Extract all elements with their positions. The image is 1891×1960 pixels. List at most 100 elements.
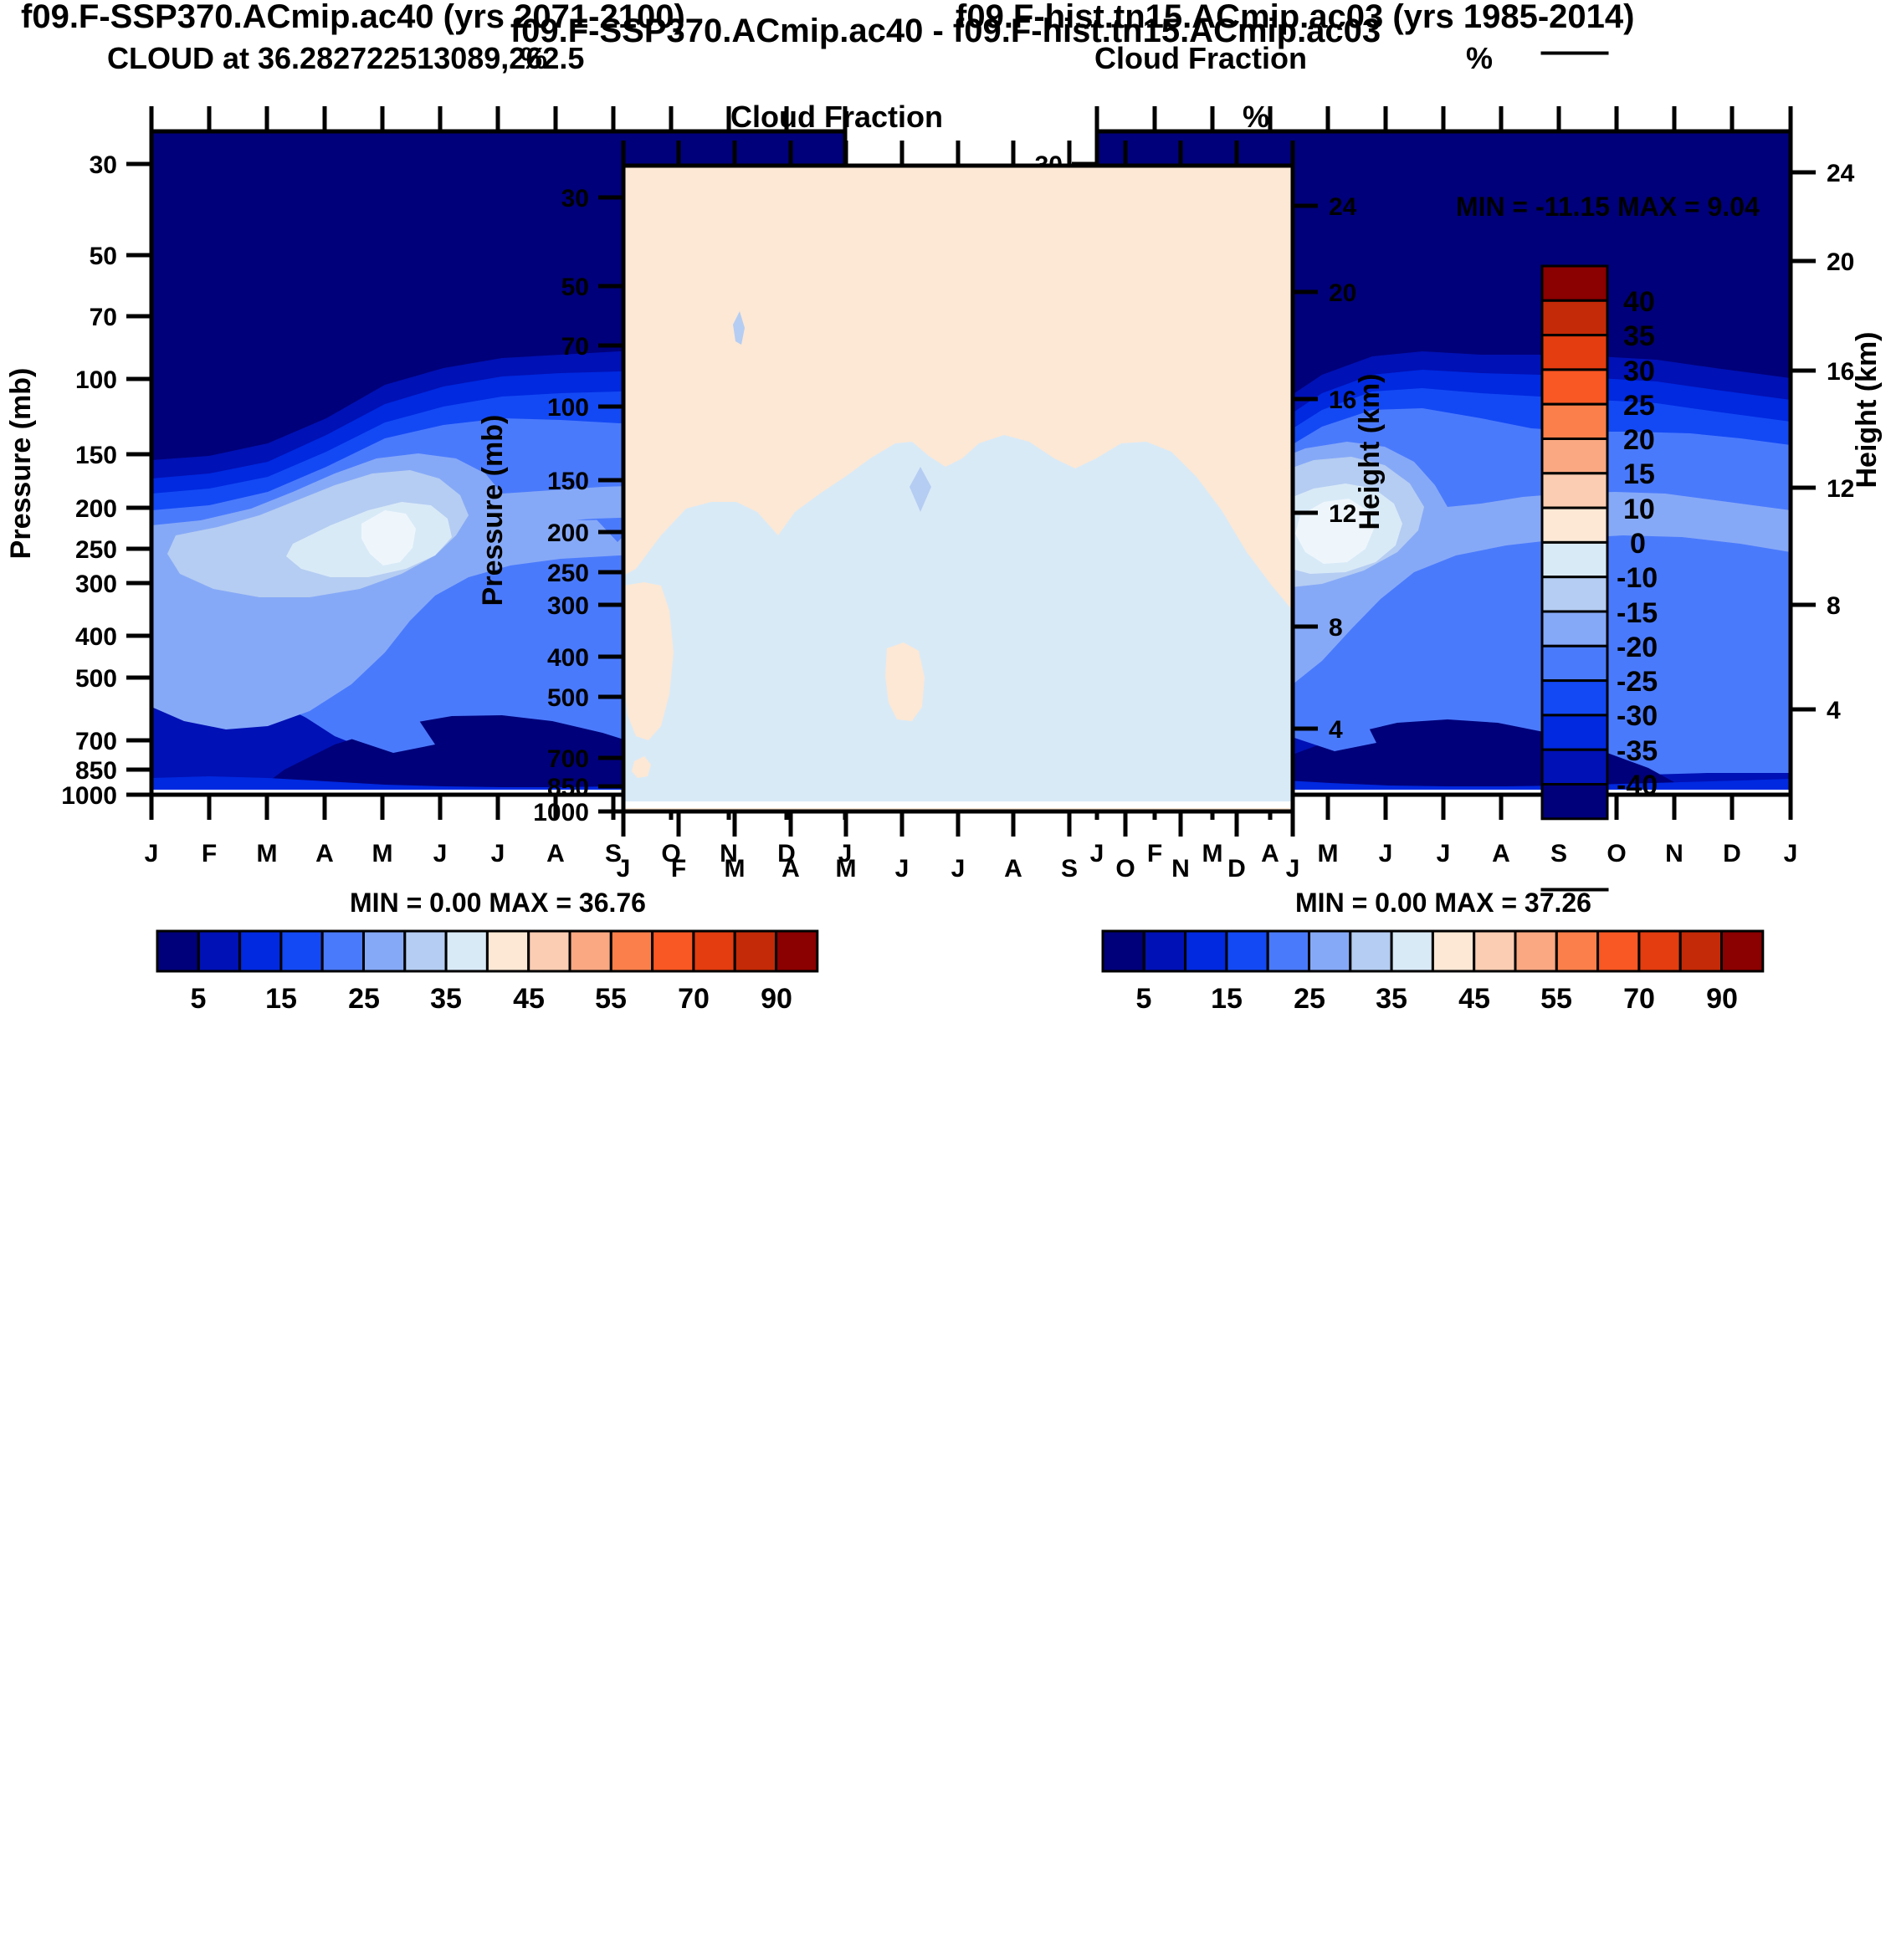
- svg-text:100: 100: [547, 394, 589, 422]
- svg-text:25: 25: [1294, 983, 1325, 1015]
- svg-text:1000: 1000: [533, 799, 589, 826]
- svg-text:F: F: [1147, 840, 1162, 867]
- svg-text:M: M: [257, 840, 278, 867]
- svg-text:300: 300: [547, 592, 589, 620]
- svg-text:A: A: [782, 855, 800, 883]
- diff-y-axis-label: Pressure (mb): [477, 415, 509, 606]
- svg-text:S: S: [1550, 840, 1567, 867]
- right-panel-units: %: [1466, 41, 1493, 75]
- right-y2-axis-label: Height (km): [1851, 332, 1883, 489]
- right-colorbar-labels: 5 15 25 35 45 55 70 90: [1136, 983, 1738, 1015]
- svg-text:70: 70: [1623, 983, 1655, 1015]
- diff-y2-axis-label: Height (km): [1354, 374, 1386, 530]
- svg-text:-35: -35: [1617, 735, 1658, 767]
- svg-text:20: 20: [1827, 248, 1854, 276]
- right-panel-subtitle: Cloud Fraction: [1094, 41, 1307, 75]
- svg-text:24: 24: [1827, 160, 1855, 187]
- diff-contour-field: [623, 166, 1293, 811]
- svg-text:25: 25: [348, 983, 380, 1015]
- svg-text:35: 35: [430, 983, 462, 1015]
- diff-panel-title: f09.F-SSP370.ACmip.ac40 - f09.F-hist.tn1…: [510, 13, 1381, 49]
- svg-text:A: A: [1004, 855, 1022, 883]
- svg-text:15: 15: [1211, 983, 1243, 1015]
- right-height-labels: 24 20 16 12 8 4: [1827, 160, 1855, 724]
- svg-text:M: M: [1318, 840, 1339, 867]
- svg-text:100: 100: [75, 366, 117, 394]
- diff-height-labels: 24 20 16 12 8 4: [1329, 193, 1357, 744]
- left-colorbar-labels: 5 15 25 35 45 55 70 90: [191, 983, 792, 1015]
- left-pressure-ticks: [126, 161, 151, 797]
- svg-text:16: 16: [1329, 386, 1356, 414]
- svg-text:500: 500: [547, 684, 589, 712]
- svg-text:J: J: [895, 855, 910, 883]
- svg-text:-10: -10: [1617, 562, 1658, 594]
- left-minmax: MIN = 0.00 MAX = 36.76: [350, 888, 646, 918]
- svg-text:24: 24: [1329, 193, 1357, 221]
- right-month-labels: J F M A M J J A S O N D J: [1090, 840, 1798, 867]
- svg-text:250: 250: [75, 536, 117, 564]
- svg-text:F: F: [202, 840, 217, 867]
- diff-top-ticks: [621, 141, 1295, 166]
- svg-text:0: 0: [1630, 528, 1646, 560]
- svg-text:200: 200: [75, 495, 117, 523]
- diff-minmax: MIN = -11.15 MAX = 9.04: [1456, 192, 1760, 222]
- svg-text:J: J: [617, 855, 631, 883]
- svg-text:S: S: [1061, 855, 1078, 883]
- svg-text:4: 4: [1827, 697, 1841, 724]
- svg-text:M: M: [836, 855, 857, 883]
- left-panel-title: f09.F-SSP370.ACmip.ac40 (yrs 2071-2100): [21, 0, 685, 35]
- svg-text:S: S: [605, 840, 622, 867]
- left-y-axis-label: Pressure (mb): [5, 368, 37, 560]
- svg-text:35: 35: [1376, 983, 1407, 1015]
- svg-text:8: 8: [1827, 592, 1841, 620]
- svg-text:850: 850: [75, 757, 117, 785]
- svg-text:O: O: [661, 840, 680, 867]
- svg-text:J: J: [1090, 840, 1104, 867]
- svg-text:300: 300: [75, 571, 117, 598]
- svg-text:12: 12: [1827, 475, 1854, 503]
- left-panel-units: %: [520, 41, 547, 75]
- svg-text:500: 500: [75, 665, 117, 693]
- svg-text:15: 15: [265, 983, 297, 1015]
- right-colorbar: [1101, 929, 1765, 973]
- svg-text:250: 250: [547, 560, 589, 587]
- svg-text:70: 70: [678, 983, 710, 1015]
- left-month-labels: J F M A M J J A S O N D J: [145, 840, 853, 867]
- svg-text:J: J: [1286, 855, 1300, 883]
- svg-text:150: 150: [75, 442, 117, 469]
- svg-text:A: A: [1492, 840, 1510, 867]
- svg-text:M: M: [372, 840, 393, 867]
- svg-text:J: J: [145, 840, 159, 867]
- diff-colorbar-labels: 40 35 30 25 20 15 10 0 -10 -15 -20 -25 -…: [1617, 286, 1658, 801]
- svg-text:J: J: [433, 840, 448, 867]
- svg-text:O: O: [1607, 840, 1626, 867]
- svg-text:5: 5: [1136, 983, 1152, 1015]
- svg-text:M: M: [725, 855, 746, 883]
- svg-text:O: O: [1115, 855, 1135, 883]
- svg-text:N: N: [1171, 855, 1190, 883]
- svg-text:-20: -20: [1617, 632, 1658, 663]
- svg-text:-40: -40: [1617, 770, 1658, 801]
- svg-text:70: 70: [90, 304, 117, 331]
- svg-text:90: 90: [1706, 983, 1738, 1015]
- right-panel-title: f09.F-hist.tn15.ACmip.ac03 (yrs 1985-201…: [956, 0, 1634, 35]
- svg-text:D: D: [1227, 855, 1246, 883]
- svg-text:J: J: [951, 855, 966, 883]
- svg-text:N: N: [1665, 840, 1683, 867]
- diff-pressure-labels: 30 50 70 100 150 200 250 300 400 500 700…: [533, 185, 589, 826]
- left-top-ticks: [149, 106, 848, 131]
- svg-text:J: J: [1437, 840, 1451, 867]
- svg-text:25: 25: [1623, 390, 1655, 422]
- svg-text:-15: -15: [1617, 597, 1658, 629]
- svg-text:400: 400: [75, 623, 117, 651]
- svg-text:16: 16: [1827, 358, 1854, 386]
- svg-text:50: 50: [90, 243, 117, 270]
- svg-text:200: 200: [547, 519, 589, 547]
- svg-text:8: 8: [1329, 614, 1343, 642]
- left-panel-subtitle: CLOUD at 36.282722513089,262.5: [107, 41, 584, 75]
- svg-text:F: F: [671, 855, 686, 883]
- svg-text:90: 90: [761, 983, 792, 1015]
- svg-text:1000: 1000: [61, 782, 117, 810]
- svg-text:55: 55: [595, 983, 627, 1015]
- svg-text:A: A: [1261, 840, 1279, 867]
